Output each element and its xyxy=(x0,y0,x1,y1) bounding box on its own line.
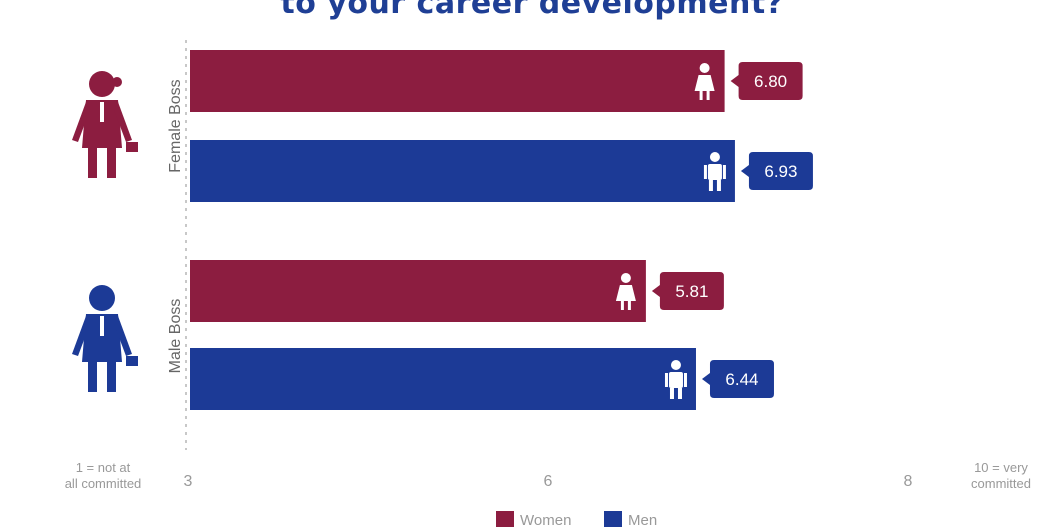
x-tick-label: 8 xyxy=(904,473,913,490)
bar-men-male-boss xyxy=(190,348,696,410)
legend-label-men: Men xyxy=(628,512,657,529)
scale-right-label: 10 = very committed xyxy=(971,460,1031,491)
bar-women-male-boss xyxy=(190,260,646,322)
male-boss-icon xyxy=(72,285,138,392)
x-tick-label: 6 xyxy=(544,473,553,490)
value-label: 6.93 xyxy=(764,162,797,181)
value-label: 6.80 xyxy=(754,72,787,91)
bar-men-female-boss xyxy=(190,140,735,202)
legend-swatch-men xyxy=(604,511,622,527)
group-label: Male Boss xyxy=(167,299,184,374)
group-label: Female Boss xyxy=(167,79,184,172)
legend-swatch-women xyxy=(496,511,514,527)
bar-women-female-boss xyxy=(190,50,725,112)
scale-left-label: 1 = not at all committed xyxy=(65,460,142,491)
x-tick-label: 3 xyxy=(184,473,193,490)
value-label: 6.44 xyxy=(725,370,758,389)
female-boss-icon xyxy=(72,71,138,178)
value-label: 5.81 xyxy=(675,282,708,301)
legend-label-women: Women xyxy=(520,512,571,529)
